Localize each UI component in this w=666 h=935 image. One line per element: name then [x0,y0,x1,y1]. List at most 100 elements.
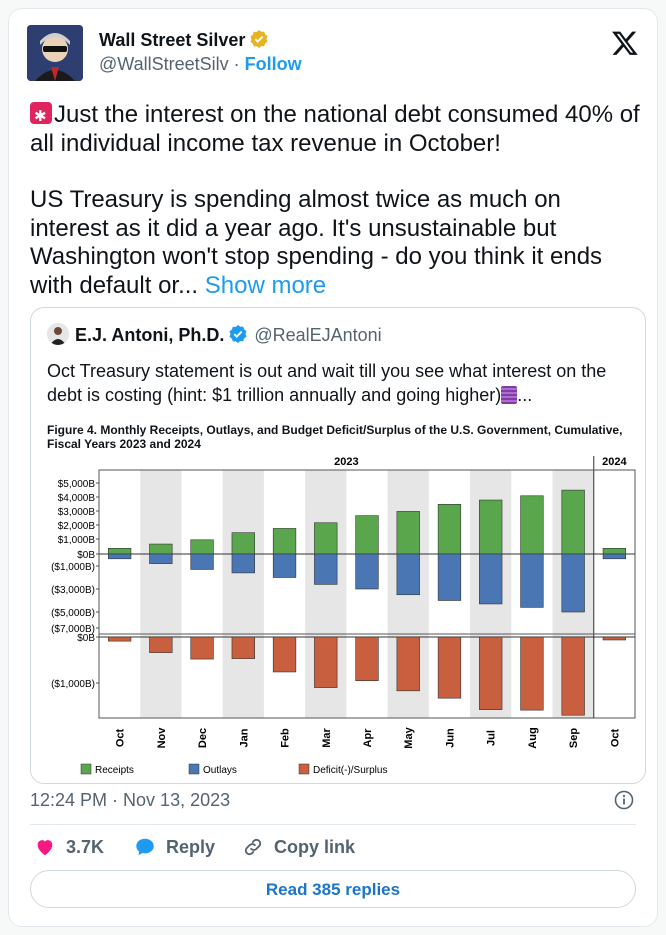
x-tick-label: Jun [444,728,456,748]
deficit-bar [231,636,255,659]
x-logo-icon[interactable] [611,29,639,57]
outlays-bar [396,553,420,596]
siren-emoji-icon [30,102,52,132]
outlays-bar [314,553,338,585]
deficit-bar [355,636,379,682]
tweet-text: Just the interest on the national debt c… [30,101,645,328]
y-tick-label: ($1,000B) [51,679,95,690]
receipts-bar [107,548,132,555]
deficit-bar [520,636,544,711]
copy-link-button[interactable]: Copy link [242,836,355,858]
outlays-bar [602,553,627,560]
show-more-link[interactable]: Show more [204,271,327,299]
receipts-bar [561,489,585,555]
quoted-tweet[interactable]: E.J. Antoni, Ph.D. @RealEJAntoni Oct Trea… [30,307,646,784]
deficit-bar [272,636,297,673]
x-tick-label: Nov [156,727,168,749]
y-tick-label: $1,000B [58,535,96,546]
outlays-bar [355,553,379,590]
deficit-bar [149,636,173,653]
receipts-bar [602,548,627,555]
x-tick-label: Mar [321,728,333,748]
tweet-card: Wall Street Silver @WallStreetSilv · Fol… [8,8,658,927]
x-tick-label: Oct [609,728,621,747]
legend-swatch [298,763,310,775]
outlays-bar [231,553,255,574]
deficit-bar [479,636,503,710]
x-tick-label: May [403,726,415,748]
receipts-bar [355,515,379,555]
y-tick-label: $0B [77,633,95,644]
x-tick-label: Jan [238,728,250,747]
deficit-bar [314,636,338,688]
verified-badge-icon [229,325,247,343]
quoted-text: Oct Treasury statement is out and wait t… [47,361,607,405]
author-name[interactable]: Wall Street Silver [99,29,269,51]
x-tick-label: Sep [568,728,580,748]
outlays-bar [561,553,585,613]
receipts-bar [314,522,338,555]
deficit-bar [602,636,627,641]
receipts-bar [190,539,214,555]
author-handle[interactable]: @WallStreetSilv [99,54,229,74]
column-shade [222,470,264,718]
y-tick-label: $0B [77,550,95,561]
y-tick-label: ($7,000B) [51,624,95,635]
legend-swatch [188,763,200,775]
receipts-bar [479,499,503,555]
column-shade [140,470,182,718]
receipts-bar [231,532,255,555]
outlays-bar [520,553,544,608]
outlays-bar [107,553,132,560]
legend-label: Outlays [203,765,237,776]
verified-badge-icon [250,30,268,48]
y-tick-label: ($5,000B) [51,608,95,619]
y-tick-label: $5,000B [58,479,96,490]
receipts-bar [437,503,462,555]
deficit-bar [561,636,585,716]
deficit-bar [107,636,132,642]
deficit-bar [190,636,214,660]
deficit-bar [396,636,420,692]
heart-icon [37,840,53,856]
author-handle-row: @WallStreetSilv · Follow [99,54,302,74]
like-button[interactable]: 3.7K [34,836,104,858]
outlays-bar [149,553,173,564]
legend-label: Deficit(-)/Surplus [313,765,387,776]
outlays-bar [479,553,503,605]
reply-bubble-icon [136,838,154,856]
read-replies-button[interactable]: Read 385 replies [30,870,636,908]
x-tick-label: Dec [197,728,209,748]
x-tick-label: Apr [362,728,374,748]
year-label-2024: 2024 [602,456,627,468]
follow-button[interactable]: Follow [244,54,302,74]
divider [30,824,636,825]
quoted-author-name[interactable]: E.J. Antoni, Ph.D. [75,325,225,345]
info-icon[interactable] [614,790,634,810]
y-tick-label: ($1,000B) [51,562,95,573]
receipts-bar [149,543,173,555]
deficit-bar [437,636,462,699]
author-avatar[interactable] [27,25,83,81]
reply-button[interactable]: Reply [134,836,215,858]
outlays-bar [437,553,462,601]
y-tick-label: $2,000B [58,521,96,532]
tweet-timestamp[interactable]: 12:24 PM · Nov 13, 2023 [30,790,231,810]
quoted-avatar[interactable] [47,323,69,345]
x-tick-label: Aug [527,727,539,748]
x-tick-label: Jul [486,730,498,746]
receipts-bar [272,528,297,555]
x-tick-label: Feb [280,728,292,748]
year-label-2023: 2023 [334,456,358,468]
y-tick-label: $4,000B [58,493,96,504]
receipts-bar [520,495,544,555]
budget-chart: 2023 2024 $5,000B $4,000B $3,000B $2,000B $1,0… [51,456,636,776]
x-tick-label: Oct [115,728,127,747]
quoted-author-handle[interactable]: @RealEJAntoni [254,325,382,345]
outlays-bar [272,553,297,578]
outlays-bar [190,553,214,570]
y-tick-label: ($3,000B) [51,585,95,596]
thread-emoji-icon [501,386,518,404]
legend-swatch [80,763,92,775]
quoted-author-row: E.J. Antoni, Ph.D. @RealEJAntoni [75,324,382,346]
